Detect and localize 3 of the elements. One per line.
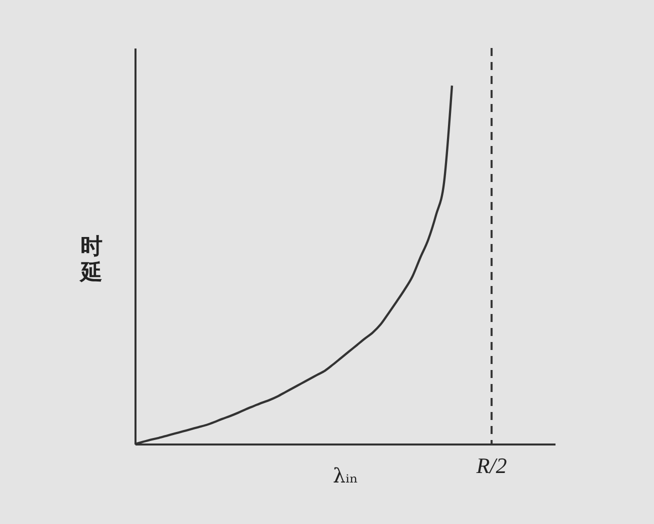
y-axis-title: 时延 bbox=[78, 234, 102, 284]
text: R/2 bbox=[475, 453, 507, 478]
x-axis-title: λᵢₙ bbox=[332, 464, 358, 488]
